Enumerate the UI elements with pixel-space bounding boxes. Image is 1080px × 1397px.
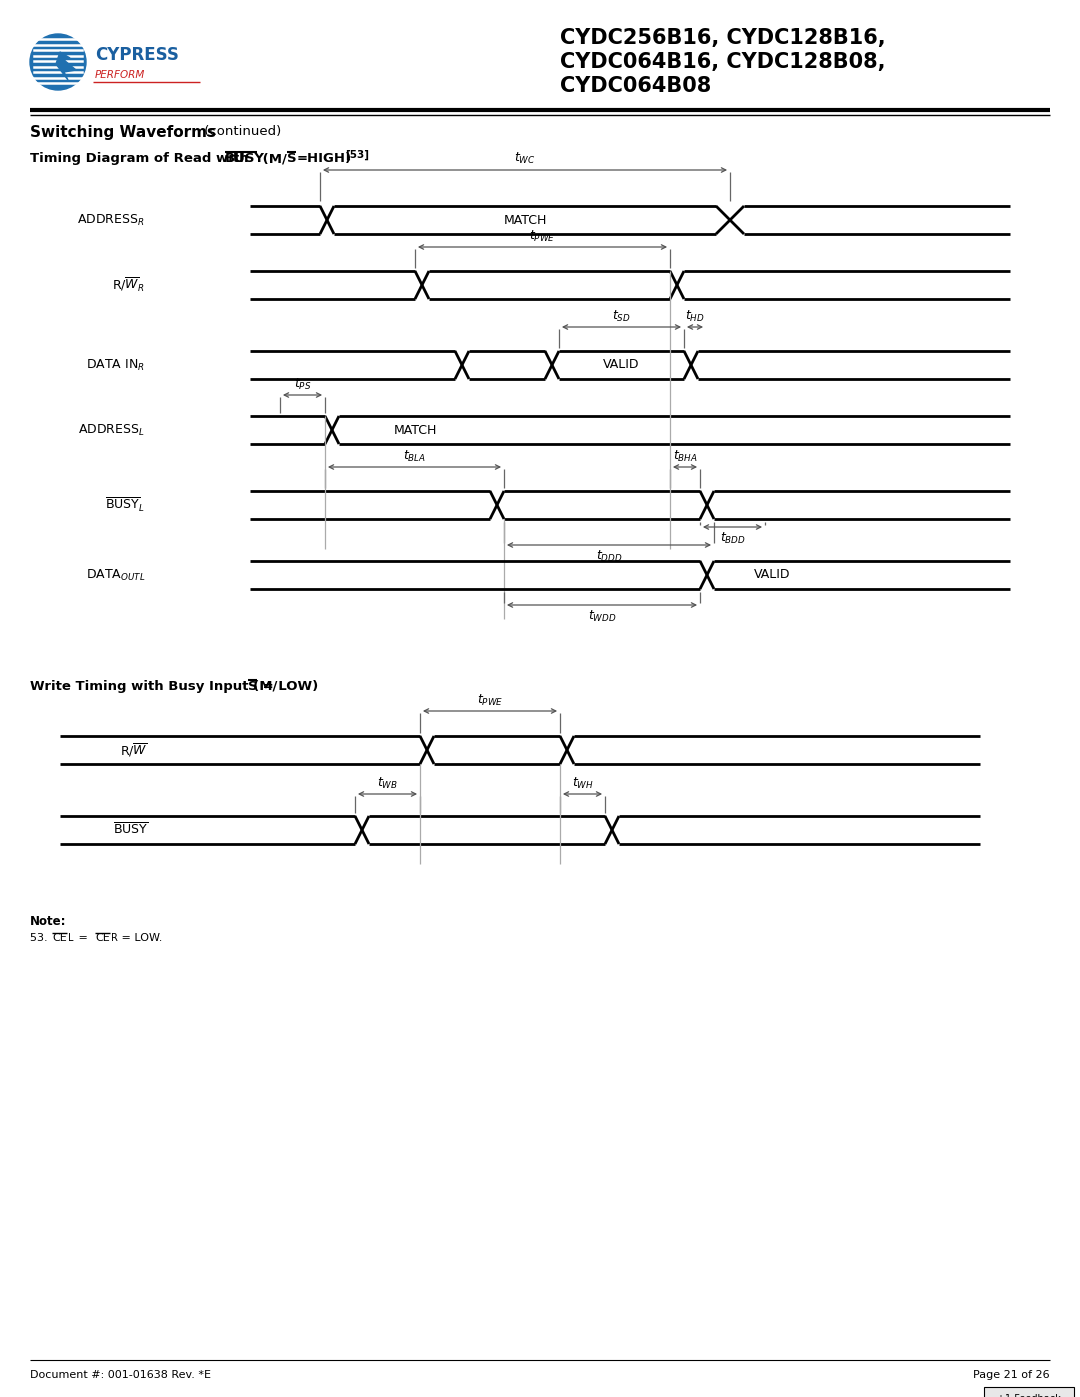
Text: CYDC064B16, CYDC128B08,: CYDC064B16, CYDC128B08,: [561, 52, 886, 73]
Text: Timing Diagram of Read with: Timing Diagram of Read with: [30, 152, 253, 165]
Text: DATA$_{OUTL}$: DATA$_{OUTL}$: [85, 567, 145, 583]
Text: $t_{WH}$: $t_{WH}$: [571, 775, 593, 791]
Text: CYDC064B08: CYDC064B08: [561, 75, 712, 96]
Text: VALID: VALID: [604, 359, 639, 372]
Text: DATA IN$_R$: DATA IN$_R$: [86, 358, 145, 373]
Text: BUSY: BUSY: [225, 152, 265, 165]
Text: Note:: Note:: [30, 915, 67, 928]
Text: ADDRESS$_R$: ADDRESS$_R$: [78, 212, 145, 228]
Text: = LOW.: = LOW.: [118, 933, 162, 943]
Text: =HIGH): =HIGH): [297, 152, 352, 165]
Text: $t_{WB}$: $t_{WB}$: [377, 775, 399, 791]
Text: =: =: [75, 933, 92, 943]
Polygon shape: [56, 52, 76, 80]
Text: +1 Feedback: +1 Feedback: [997, 1394, 1061, 1397]
Text: R/$\overline{W}$: R/$\overline{W}$: [120, 742, 148, 759]
Text: $t_{SD}$: $t_{SD}$: [612, 309, 631, 324]
Text: MATCH: MATCH: [394, 423, 437, 436]
Text: (continued): (continued): [200, 124, 281, 138]
Text: PERFORM: PERFORM: [95, 70, 146, 80]
Text: R/$\overline{W}_R$: R/$\overline{W}_R$: [112, 275, 145, 295]
Text: Document #: 001-01638 Rev. *E: Document #: 001-01638 Rev. *E: [30, 1370, 211, 1380]
Text: S: S: [287, 152, 297, 165]
Text: $t_{BDD}$: $t_{BDD}$: [719, 531, 745, 546]
Text: ADDRESS$_L$: ADDRESS$_L$: [78, 422, 145, 437]
Text: [53]: [53]: [345, 149, 369, 161]
Text: L: L: [68, 933, 73, 943]
Text: $t_{PWE}$: $t_{PWE}$: [477, 693, 503, 707]
Text: Write Timing with Busy Input (M/: Write Timing with Busy Input (M/: [30, 680, 278, 693]
Text: CYDC256B16, CYDC128B16,: CYDC256B16, CYDC128B16,: [561, 28, 886, 47]
Text: $t_{WC}$: $t_{WC}$: [514, 151, 536, 166]
Text: VALID: VALID: [754, 569, 791, 581]
Text: = LOW): = LOW): [258, 680, 319, 693]
Text: $t_{PS}$: $t_{PS}$: [294, 376, 311, 391]
Text: $t_{PWE}$: $t_{PWE}$: [529, 229, 556, 243]
Text: Switching Waveforms: Switching Waveforms: [30, 124, 216, 140]
Circle shape: [30, 34, 86, 89]
Text: $\overline{\mathrm{BUSY}}$: $\overline{\mathrm{BUSY}}$: [112, 823, 148, 838]
Text: 53.: 53.: [30, 933, 51, 943]
Text: CE: CE: [95, 933, 110, 943]
Text: $t_{BHA}$: $t_{BHA}$: [673, 448, 698, 464]
Text: CE: CE: [52, 933, 67, 943]
Text: Page 21 of 26: Page 21 of 26: [973, 1370, 1050, 1380]
Text: CYPRESS: CYPRESS: [95, 46, 179, 64]
Text: R: R: [111, 933, 118, 943]
Text: $t_{BLA}$: $t_{BLA}$: [403, 448, 427, 464]
Text: $\overline{\mathrm{BUSY}}_L$: $\overline{\mathrm{BUSY}}_L$: [105, 496, 145, 514]
Text: S: S: [248, 680, 258, 693]
Text: MATCH: MATCH: [503, 214, 546, 226]
Text: $t_{DDD}$: $t_{DDD}$: [596, 549, 622, 563]
Text: (M/: (M/: [258, 152, 287, 165]
Text: $t_{HD}$: $t_{HD}$: [685, 309, 705, 324]
Text: $t_{WDD}$: $t_{WDD}$: [588, 609, 617, 623]
FancyBboxPatch shape: [984, 1387, 1074, 1397]
